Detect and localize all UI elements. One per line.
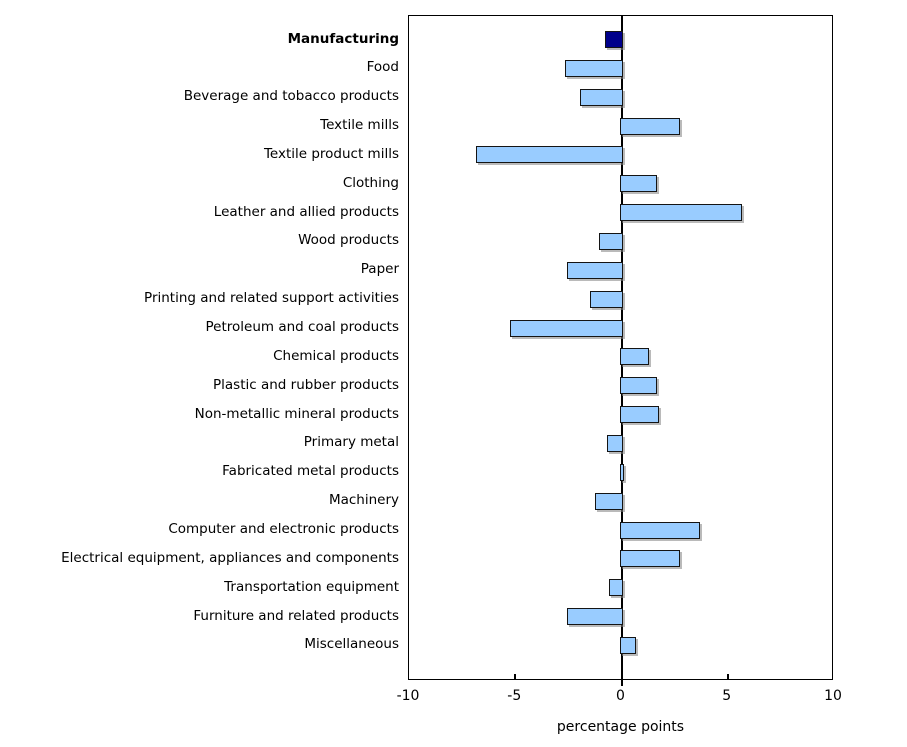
bar xyxy=(566,608,623,626)
bar xyxy=(594,492,623,510)
bar xyxy=(598,232,623,250)
category-label: Printing and related support activities xyxy=(144,290,399,307)
bar xyxy=(620,175,657,193)
category-label: Leather and allied products xyxy=(213,203,399,220)
bar xyxy=(620,377,657,395)
category-label: Primary metal xyxy=(303,434,399,451)
bar xyxy=(620,117,681,135)
category-label: Clothing xyxy=(342,174,399,191)
category-label: Manufacturing xyxy=(287,30,399,47)
bar xyxy=(475,146,623,164)
category-label: Machinery xyxy=(328,492,399,509)
x-tick-mark xyxy=(726,674,729,679)
bar xyxy=(620,521,700,539)
category-label: Food xyxy=(366,59,399,76)
category-label: Paper xyxy=(360,261,399,278)
bar xyxy=(509,319,623,337)
bar xyxy=(607,434,623,452)
category-label: Fabricated metal products xyxy=(222,463,399,480)
category-label: Miscellaneous xyxy=(304,636,399,653)
bar xyxy=(620,463,625,481)
category-label: Transportation equipment xyxy=(224,578,399,595)
bar xyxy=(620,348,649,366)
bar xyxy=(590,290,623,308)
x-tick-mark xyxy=(514,674,517,679)
category-labels-column: Manufacturing Food Beverage and tobacco pr… xyxy=(0,15,408,680)
bar xyxy=(620,550,681,568)
category-label: Furniture and related products xyxy=(193,607,399,624)
bar xyxy=(609,579,623,597)
bar xyxy=(564,59,623,77)
bar xyxy=(620,636,636,654)
category-label: Wood products xyxy=(298,232,399,249)
x-tick-label: 5 xyxy=(722,688,732,704)
x-tick-label: -10 xyxy=(396,688,420,704)
bar xyxy=(620,204,742,222)
category-label: Plastic and rubber products xyxy=(213,376,399,393)
x-tick-label: 0 xyxy=(616,688,625,704)
category-label: Textile mills xyxy=(320,117,399,134)
category-label: Electrical equipment, appliances and com… xyxy=(61,549,399,566)
bar xyxy=(579,88,623,106)
category-label: Petroleum and coal products xyxy=(205,319,399,336)
category-label: Chemical products xyxy=(273,347,399,364)
category-label: Beverage and tobacco products xyxy=(183,88,399,105)
category-label: Textile product mills xyxy=(263,145,399,162)
plot-area xyxy=(408,15,833,686)
x-tick-label: 10 xyxy=(824,688,842,704)
bar xyxy=(620,406,660,424)
x-axis-title: percentage points xyxy=(556,719,685,735)
x-tick-label: -5 xyxy=(507,688,522,704)
category-label: Computer and electronic products xyxy=(168,521,399,538)
category-label: Non-metallic mineral products xyxy=(194,405,399,422)
bar xyxy=(605,31,623,48)
bar xyxy=(566,261,623,279)
